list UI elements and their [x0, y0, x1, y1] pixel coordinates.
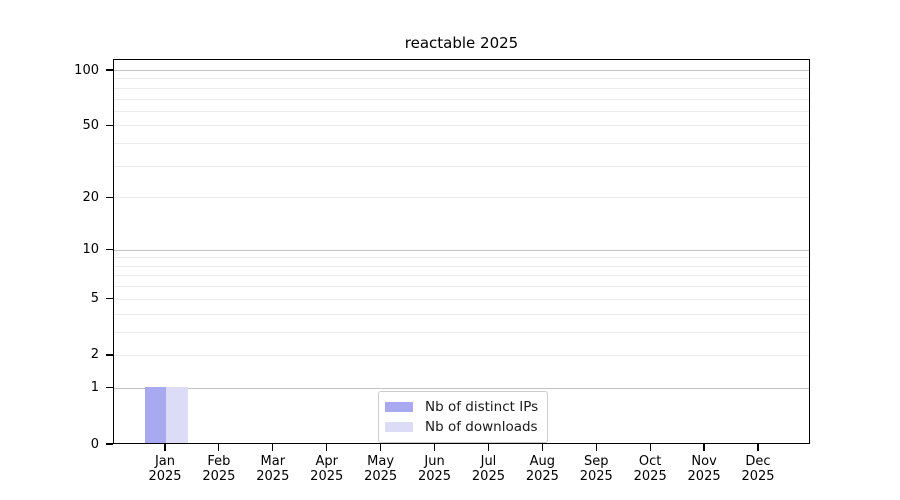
minor-gridline: [114, 298, 809, 300]
x-tick-label: May 2025: [364, 454, 398, 484]
y-tick-label: 50: [82, 117, 99, 133]
minor-gridline: [114, 143, 809, 145]
y-tick-label: 5: [90, 291, 99, 307]
minor-gridline: [114, 197, 809, 199]
legend-swatch-distinct-ips: [385, 402, 413, 412]
x-tick-mark: [326, 444, 328, 451]
minor-gridline: [114, 257, 809, 259]
y-tick-mark: [106, 69, 113, 71]
y-tick-mark: [106, 354, 113, 356]
major-gridline: [114, 387, 809, 389]
y-tick-label: 100: [74, 62, 99, 78]
chart-title: reactable 2025: [404, 34, 519, 52]
minor-gridline: [114, 87, 809, 89]
minor-gridline: [114, 98, 809, 100]
major-gridline: [114, 70, 809, 71]
x-tick-mark: [487, 444, 490, 451]
minor-gridline: [114, 110, 809, 112]
minor-gridline: [114, 275, 809, 277]
x-tick-label: Oct 2025: [633, 454, 667, 484]
y-tick-label: 1: [90, 380, 99, 396]
x-tick-mark: [649, 444, 651, 451]
y-tick-label: 2: [90, 347, 99, 363]
legend-label-downloads: Nb of downloads: [425, 419, 538, 435]
x-tick-label: Feb 2025: [202, 454, 236, 484]
x-tick-mark: [757, 444, 759, 451]
x-tick-mark: [218, 444, 220, 451]
minor-gridline: [114, 265, 809, 267]
y-tick-label: 20: [82, 189, 99, 205]
y-tick-mark: [106, 298, 113, 300]
legend-swatch-downloads: [385, 422, 413, 432]
x-tick-label: Jul 2025: [471, 454, 505, 484]
minor-gridline: [114, 313, 809, 315]
major-gridline: [114, 249, 809, 251]
y-tick-mark: [106, 124, 113, 126]
y-tick-label: 0: [90, 436, 99, 452]
x-tick-mark: [433, 444, 436, 451]
minor-gridline: [114, 286, 809, 288]
x-tick-label: Jun 2025: [417, 454, 452, 484]
minor-gridline: [114, 78, 809, 80]
bar-nb-of-downloads: [166, 386, 188, 443]
minor-gridline: [114, 125, 809, 127]
x-tick-mark: [595, 444, 597, 451]
x-tick-label: Apr 2025: [310, 454, 344, 484]
x-tick-mark: [164, 444, 166, 451]
y-tick-mark: [106, 443, 113, 445]
y-tick-label: 10: [82, 242, 99, 258]
legend-item-downloads: Nb of downloads: [385, 417, 538, 437]
x-tick-mark: [703, 444, 705, 451]
x-tick-label: Jan 2025: [148, 454, 182, 484]
x-tick-mark: [272, 444, 274, 451]
x-tick-label: Nov 2025: [687, 454, 721, 484]
x-tick-label: Aug 2025: [525, 454, 559, 484]
plot-area: [113, 59, 810, 444]
minor-gridline: [114, 165, 809, 167]
legend-item-distinct-ips: Nb of distinct IPs: [385, 397, 538, 417]
legend: Nb of distinct IPs Nb of downloads: [378, 391, 549, 443]
x-tick-label: Mar 2025: [256, 454, 290, 484]
y-tick-mark: [106, 387, 113, 389]
minor-gridline: [114, 354, 809, 356]
x-tick-label: Sep 2025: [579, 454, 613, 484]
y-tick-mark: [106, 249, 113, 251]
x-tick-mark: [541, 444, 543, 451]
minor-gridline: [114, 331, 809, 333]
bar-nb-of-distinct-ips: [144, 386, 166, 443]
x-tick-label: Dec 2025: [741, 454, 775, 484]
x-tick-mark: [380, 444, 382, 451]
legend-label-distinct-ips: Nb of distinct IPs: [425, 399, 539, 415]
y-tick-mark: [106, 196, 113, 198]
